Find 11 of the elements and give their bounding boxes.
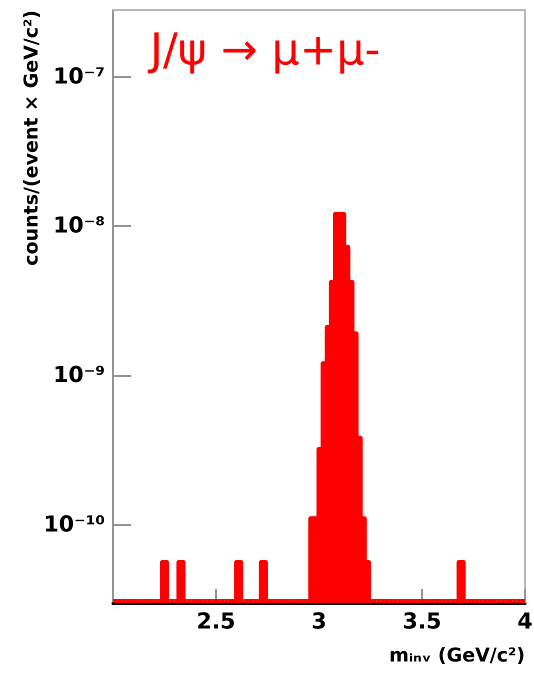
y-tick-label: 10⁻⁷ — [53, 64, 105, 90]
y-tick-label: 10⁻⁹ — [53, 363, 105, 388]
x-axis-title: mᵢₙᵥ (GeV/c²) — [389, 644, 526, 666]
x-tick-label: 4 — [517, 610, 533, 634]
y-tick-label: 10⁻¹⁰ — [44, 512, 105, 538]
y-axis-title: counts/(event × GeV/c²) — [20, 10, 42, 266]
annotation: J/ψ → μ+μ- — [147, 24, 380, 76]
x-tick-label: 3.5 — [402, 610, 442, 634]
x-tick-label: 3 — [311, 610, 327, 634]
y-tick-label: 10⁻⁸ — [53, 214, 105, 239]
x-tick-label: 2.5 — [196, 610, 236, 634]
